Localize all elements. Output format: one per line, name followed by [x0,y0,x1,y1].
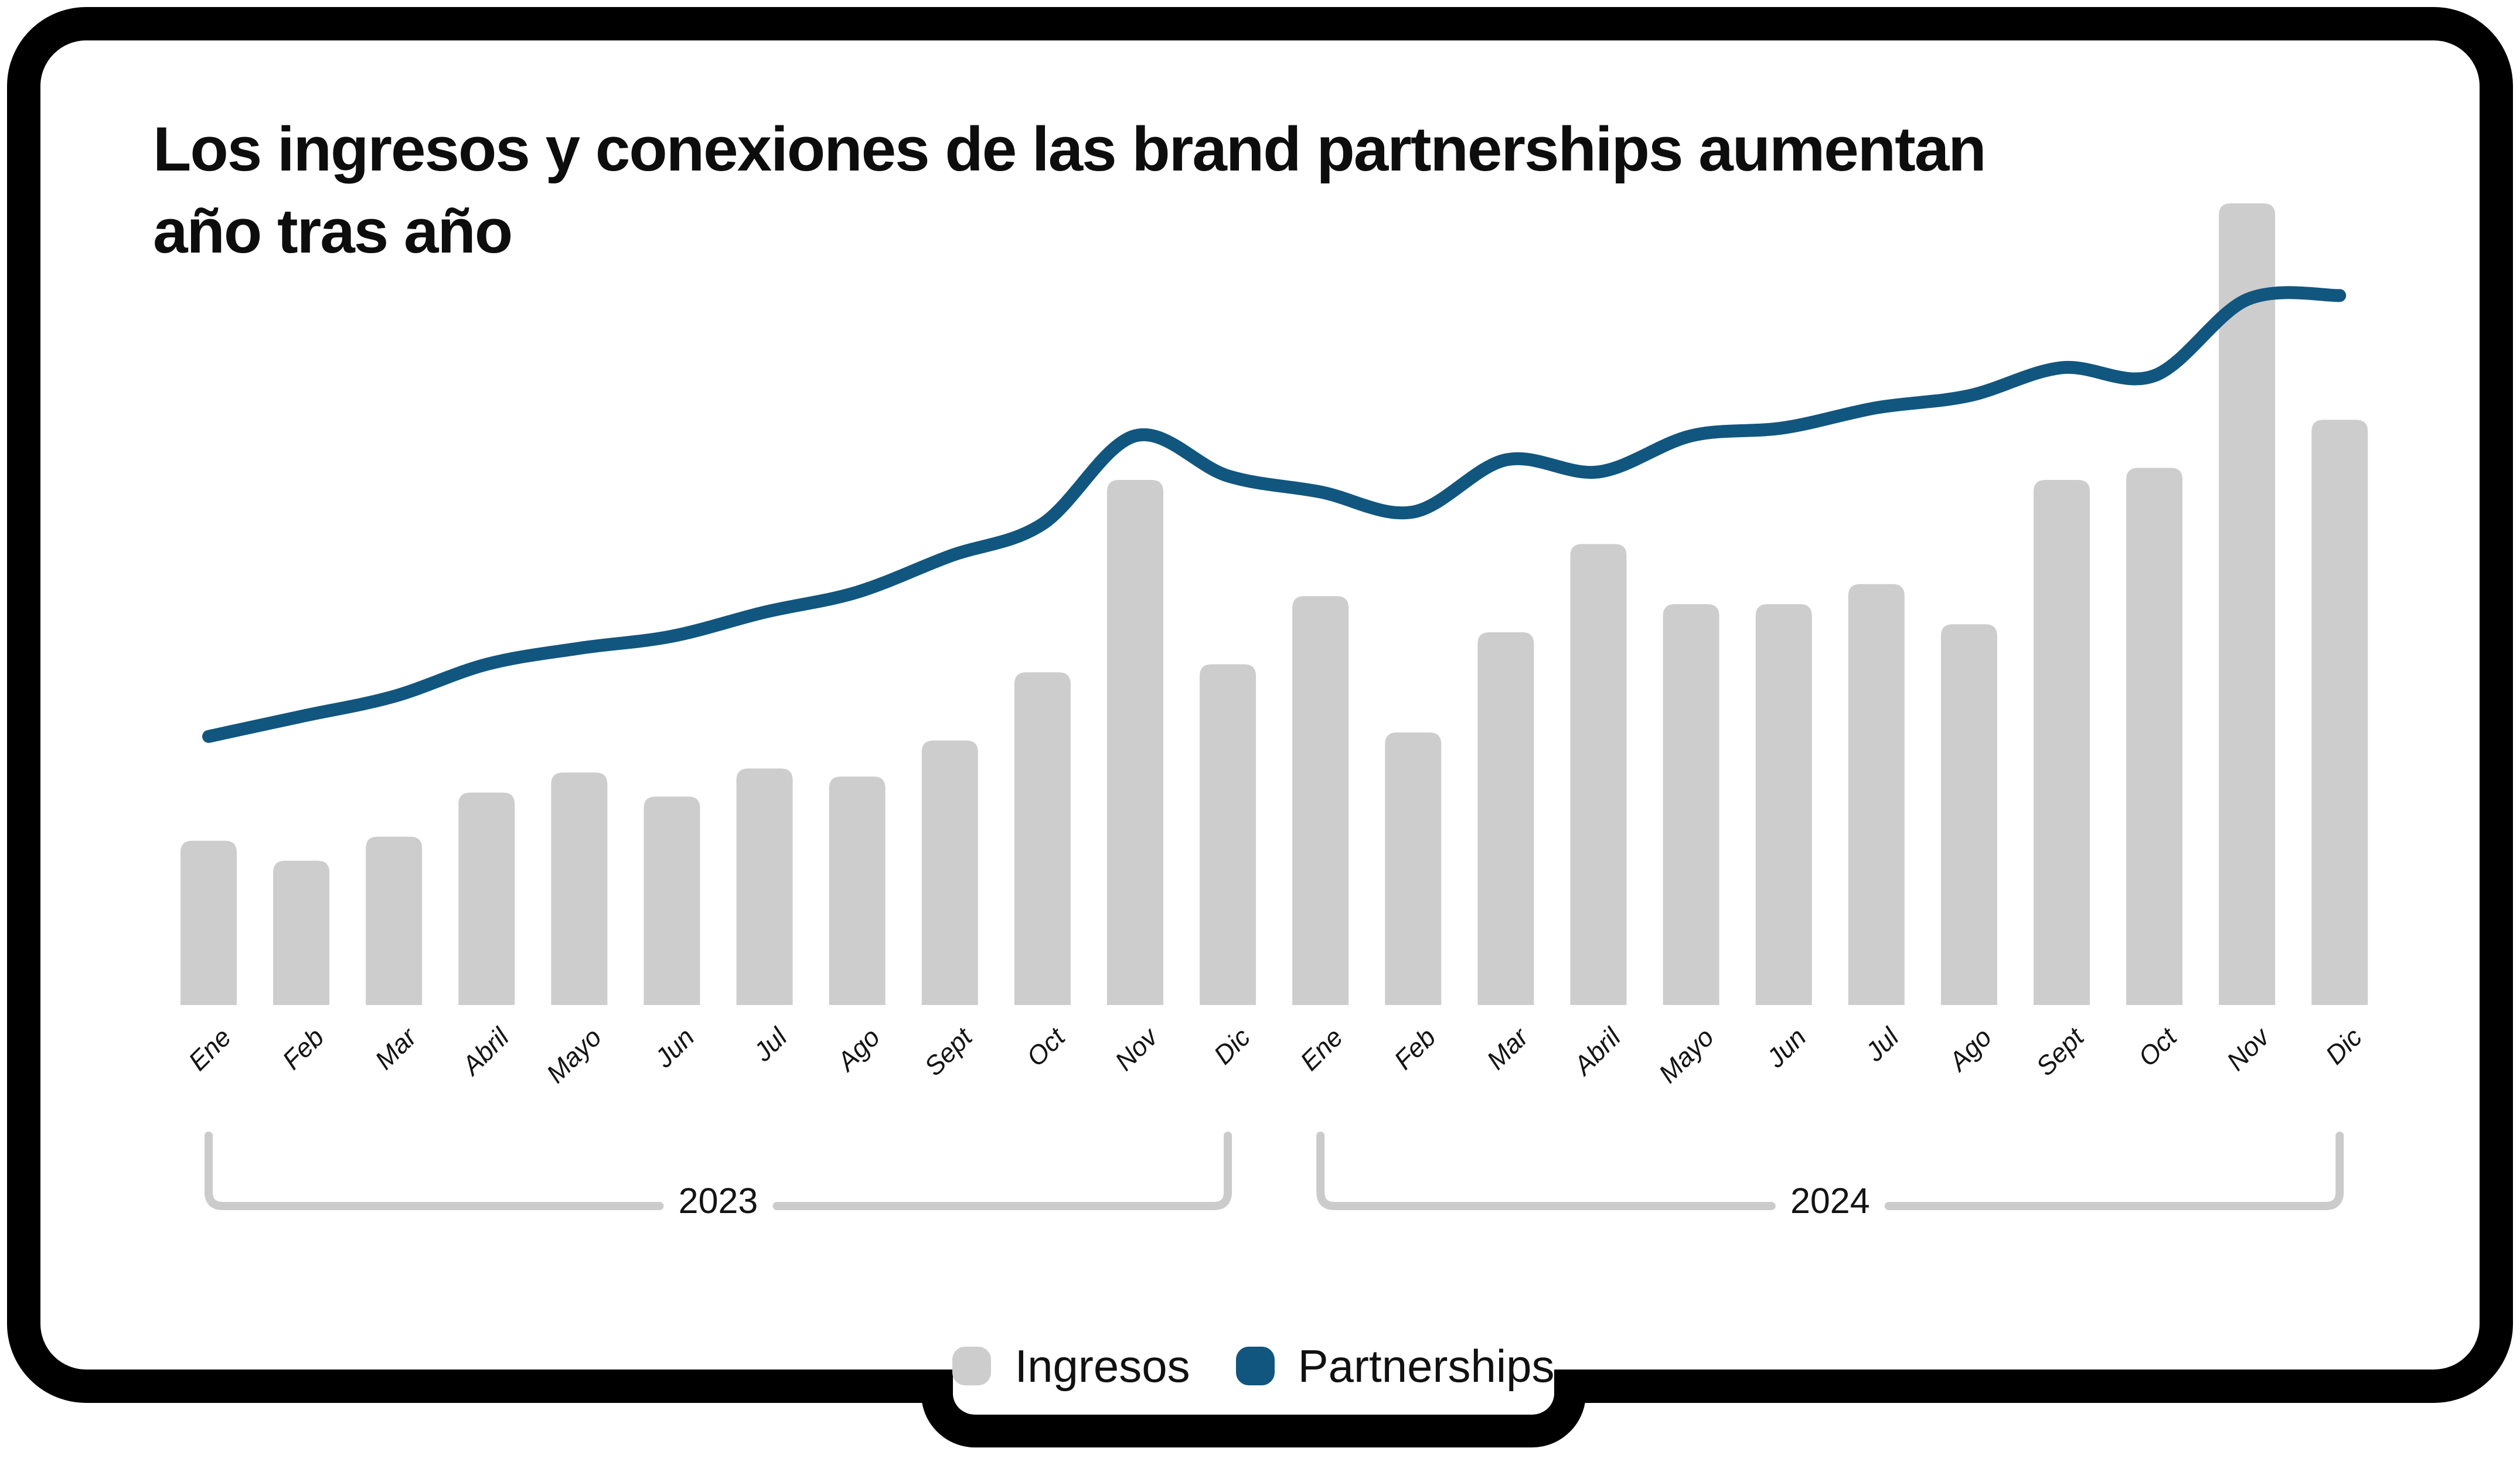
year-label-2024: 2024 [1790,1181,1870,1221]
bar-Mayo-2023 [551,772,608,1005]
legend-swatch-partnerships [1235,1347,1275,1385]
bar-Jun-2024 [1755,604,1812,1005]
ingresos-bars [181,203,2368,1005]
bar-Feb-2023 [273,860,330,1005]
year-label-2023: 2023 [678,1181,758,1221]
bar-Ago-2024 [1940,624,1997,1005]
bar-Oct-2023 [1014,672,1071,1005]
bar-Dic-2024 [2311,420,2368,1005]
partnerships-line [202,286,2347,743]
legend-label-ingresos: Ingresos [1014,1340,1190,1392]
bar-Nov-2024 [2219,203,2276,1005]
chart-title: Los ingresos y conexiones de las brand p… [153,108,1987,272]
bar-Nov-2023 [1107,480,1163,1005]
year-bracket-2024 [1316,1132,2344,1210]
bar-Ago-2023 [829,776,886,1005]
bar-Jun-2023 [643,796,700,1005]
bar-Feb-2024 [1385,732,1442,1005]
bar-Abril-2024 [1570,544,1627,1005]
legend: Ingresos Partnerships [952,1340,1555,1392]
bar-Sept-2023 [921,740,978,1005]
bar-Dic-2023 [1200,664,1256,1005]
bar-Ene-2024 [1292,596,1349,1005]
bar-Jul-2023 [736,768,793,1005]
bar-Sept-2024 [2034,480,2090,1005]
bar-Mar-2024 [1477,632,1534,1005]
year-bracket-2023 [205,1132,1232,1210]
year-brackets [205,1132,2344,1210]
bar-Abril-2023 [458,792,515,1005]
bar-Mayo-2024 [1663,604,1719,1005]
chart-title-line2: año tras año [153,196,513,266]
legend-label-partnerships: Partnerships [1298,1340,1555,1392]
chart-title-line1: Los ingresos y conexiones de las brand p… [153,114,1987,184]
bar-Jul-2024 [1848,584,1905,1005]
bar-Mar-2023 [366,836,423,1005]
bar-Oct-2024 [2126,468,2183,1005]
legend-swatch-ingresos [952,1347,992,1385]
bar-Ene-2023 [181,840,237,1005]
